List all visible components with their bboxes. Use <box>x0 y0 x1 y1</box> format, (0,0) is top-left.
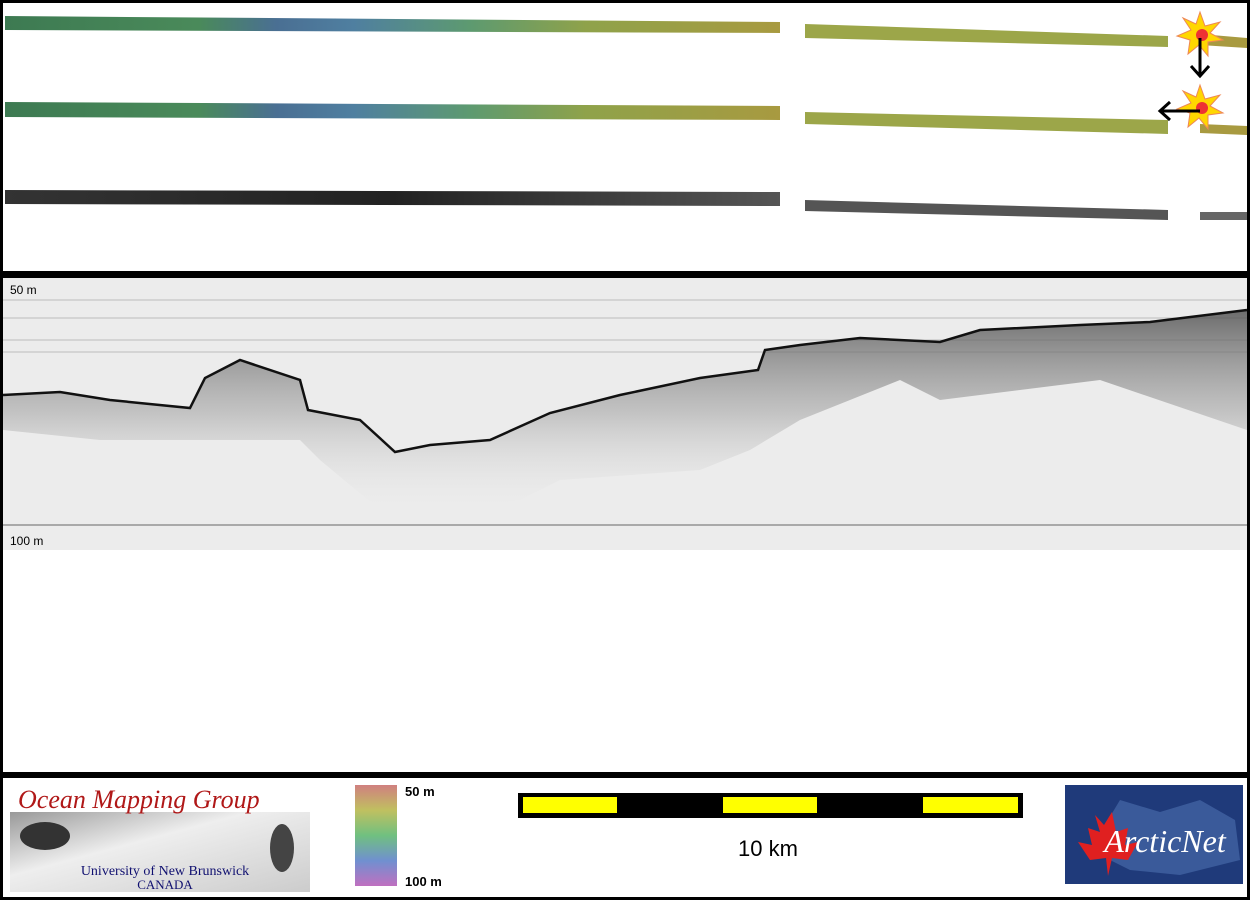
sub-bottom-returns <box>3 310 1247 515</box>
swath-strip <box>1200 212 1247 220</box>
colorbar <box>355 785 397 886</box>
depth-label: 100 m <box>10 534 43 548</box>
arcticnet-text: ArcticNet <box>1102 823 1227 859</box>
omg-country: CANADA <box>137 877 193 892</box>
omg-title: Ocean Mapping Group <box>18 785 260 814</box>
omg-logo-vehicle <box>270 824 294 872</box>
maple-leaf <box>1078 812 1138 876</box>
colorbar-label: 50 m <box>405 784 435 799</box>
swath-strip <box>5 190 780 206</box>
colorbar-label: 100 m <box>405 874 442 889</box>
swath-strip <box>5 16 780 33</box>
swath-strip <box>805 200 1168 220</box>
direction-arrow <box>1157 38 1211 122</box>
sun-marker <box>1175 83 1225 131</box>
swath-panel <box>3 3 1247 271</box>
swath-strip <box>5 102 780 120</box>
scale-bar-segment <box>723 797 817 813</box>
omg-university: University of New Brunswick <box>81 864 249 879</box>
scale-bar-segment <box>923 797 1018 813</box>
scale-bar-label: 10 km <box>738 836 798 861</box>
depth-label: 50 m <box>10 283 37 297</box>
swath-strip <box>805 24 1168 47</box>
seafloor-line <box>2 308 1248 454</box>
swath-strip <box>805 112 1168 134</box>
swath-strip <box>1200 124 1247 135</box>
omg-logo-vehicle <box>20 822 70 850</box>
scale-bar-segment <box>523 797 617 813</box>
